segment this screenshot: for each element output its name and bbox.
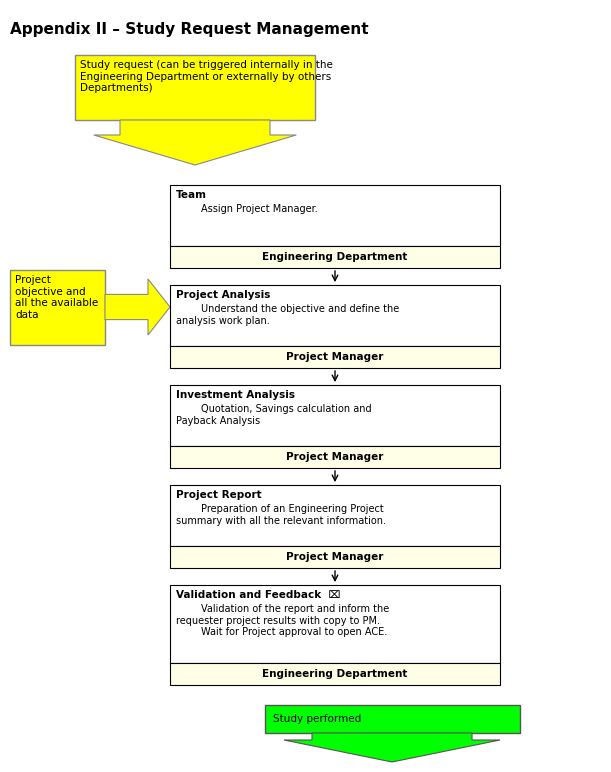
Text: Validation of the report and inform the
requester project results with copy to P: Validation of the report and inform the …: [176, 604, 389, 637]
Text: Project Manager: Project Manager: [287, 352, 384, 362]
Text: Engineering Department: Engineering Department: [262, 252, 408, 262]
Polygon shape: [105, 279, 170, 335]
Text: Appendix II – Study Request Management: Appendix II – Study Request Management: [10, 22, 368, 37]
Bar: [170, 285, 500, 346]
Bar: [170, 346, 500, 368]
Bar: [170, 246, 500, 268]
Text: Engineering Department: Engineering Department: [262, 669, 408, 679]
Bar: [265, 705, 520, 733]
Bar: [170, 385, 500, 446]
Text: Preparation of an Engineering Project
summary with all the relevant information.: Preparation of an Engineering Project su…: [176, 504, 386, 526]
Bar: [170, 663, 500, 685]
Text: Study performed: Study performed: [273, 714, 361, 724]
Text: Project Analysis: Project Analysis: [176, 290, 271, 300]
Text: Assign Project Manager.: Assign Project Manager.: [176, 204, 318, 214]
Bar: [75, 55, 315, 120]
Polygon shape: [93, 120, 296, 165]
Text: Project Report: Project Report: [176, 490, 262, 500]
Text: Team: Team: [176, 190, 207, 200]
Bar: [170, 446, 500, 468]
Bar: [170, 585, 500, 663]
Text: Project Manager: Project Manager: [287, 552, 384, 562]
Text: Study request (can be triggered internally in the
Engineering Department or exte: Study request (can be triggered internal…: [80, 60, 333, 93]
Text: Project Manager: Project Manager: [287, 452, 384, 462]
Bar: [170, 485, 500, 546]
Text: Understand the objective and define the
analysis work plan.: Understand the objective and define the …: [176, 304, 399, 326]
Bar: [170, 185, 500, 246]
Bar: [170, 546, 500, 568]
Text: Quotation, Savings calculation and
Payback Analysis: Quotation, Savings calculation and Payba…: [176, 404, 371, 425]
Text: Validation and Feedback  ⌧: Validation and Feedback ⌧: [176, 590, 340, 600]
Polygon shape: [284, 733, 500, 762]
Text: Investment Analysis: Investment Analysis: [176, 390, 295, 400]
Text: Project
objective and
all the available
data: Project objective and all the available …: [15, 275, 98, 320]
Bar: [10, 270, 105, 345]
